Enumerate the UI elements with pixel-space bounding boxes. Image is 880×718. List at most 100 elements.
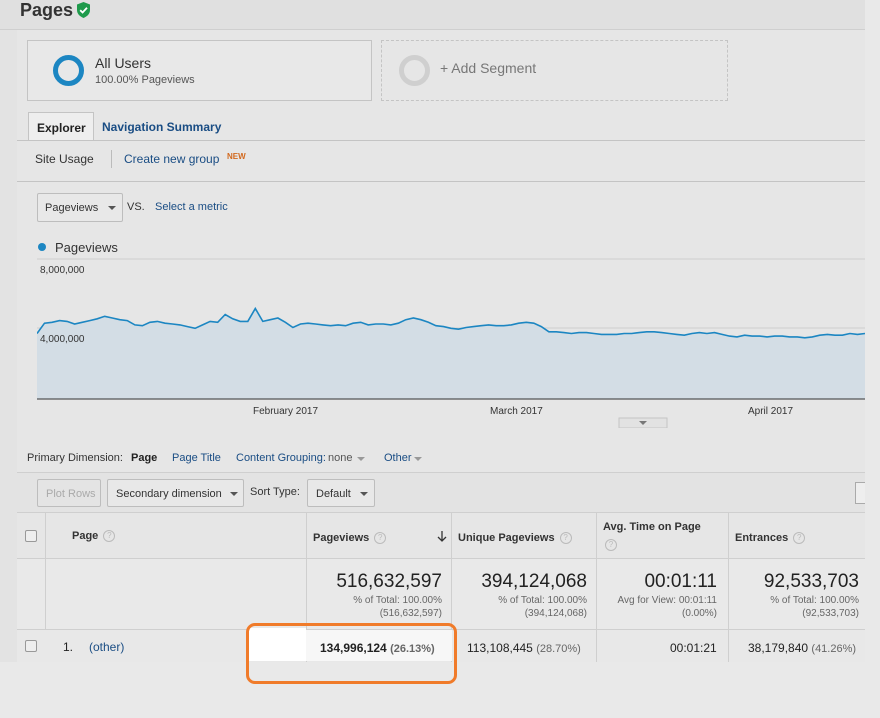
summary-pageviews-pct: % of Total: 100.00%	[353, 595, 442, 606]
help-icon: ?	[605, 539, 617, 551]
column-header-entrances[interactable]: Entrances?	[735, 532, 806, 545]
site-usage-tab[interactable]: Site Usage	[35, 152, 94, 166]
add-segment-label: + Add Segment	[440, 60, 537, 76]
collapse-arrow-icon	[639, 421, 647, 425]
column-header-unique-pageviews[interactable]: Unique Pageviews?	[458, 532, 572, 545]
vs-label: VS.	[127, 201, 145, 213]
add-segment-button[interactable]: + Add Segment	[381, 40, 728, 101]
dimension-other[interactable]: Other	[384, 452, 412, 464]
row-entrances-pct: (41.26%)	[811, 643, 857, 655]
header-label: Page	[72, 530, 99, 542]
page-title: Pages	[20, 0, 74, 20]
chevron-down-icon	[357, 457, 365, 461]
highlight-blank-cell	[248, 628, 306, 661]
row-entrances-value: 38,179,840	[748, 641, 809, 655]
row-entrances: 38,179,840 (41.26%)	[748, 641, 856, 655]
segment-name: All Users	[95, 55, 152, 71]
table-header-row: Page? Pageviews? Unique Pageviews? Avg. …	[17, 512, 865, 559]
summary-unique: 394,124,068	[481, 571, 587, 592]
row-pageviews: 134,996,124 (26.13%)	[320, 641, 435, 655]
column-divider	[596, 512, 597, 662]
tab-explorer[interactable]: Explorer	[28, 112, 94, 141]
summary-avg-time-view: Avg for View: 00:01:11	[617, 595, 717, 606]
segment-ring-icon	[53, 55, 84, 86]
row-pageviews-pct: (26.13%)	[390, 643, 435, 655]
segment-subtitle: 100.00% Pageviews	[95, 74, 195, 86]
content-grouping-value[interactable]: none	[328, 452, 353, 464]
row-avg-time: 00:01:21	[670, 641, 717, 655]
header-label: Unique Pageviews	[458, 532, 555, 544]
column-header-page[interactable]: Page?	[72, 530, 116, 543]
column-divider	[45, 512, 46, 630]
summary-avg-time: 00:01:11	[644, 571, 717, 592]
summary-pageviews-total: (516,632,597)	[379, 608, 442, 619]
pageviews-chart: 8,000,000 4,000,000 February 2017 March …	[37, 258, 865, 428]
new-badge: NEW	[227, 152, 246, 161]
x-tick-label: March 2017	[490, 406, 543, 417]
row-index: 1.	[63, 640, 74, 654]
subnav-separator	[111, 150, 112, 168]
create-group-link[interactable]: Create new group	[124, 152, 220, 166]
summary-entrances: 92,533,703	[763, 571, 859, 592]
chevron-down-icon	[108, 206, 116, 210]
header-label: Entrances	[735, 532, 789, 544]
x-tick-label: February 2017	[253, 406, 318, 417]
dimension-page-title[interactable]: Page Title	[172, 452, 221, 464]
view-toggle[interactable]	[855, 482, 865, 504]
legend-dot-icon	[38, 243, 46, 251]
sort-type-label: Sort Type:	[250, 486, 300, 498]
row-pageviews-value: 134,996,124	[320, 641, 387, 655]
tab-divider	[17, 140, 865, 141]
row-unique-pct: (28.70%)	[536, 643, 581, 655]
pageviews-cell	[306, 630, 452, 661]
row-unique-value: 113,108,445	[467, 641, 533, 655]
help-icon: ?	[559, 532, 572, 545]
summary-avg-time-pct: (0.00%)	[681, 608, 717, 619]
row-checkbox[interactable]	[25, 640, 37, 652]
dimension-content-grouping[interactable]: Content Grouping:	[236, 452, 326, 464]
pageviews-line	[37, 306, 865, 339]
x-tick-label: April 2017	[748, 406, 793, 417]
table-toolbar: Plot Rows Secondary dimension Sort Type:…	[17, 472, 865, 512]
divider	[17, 181, 865, 182]
sort-type-value: Default	[316, 488, 351, 500]
column-header-avg-time[interactable]: Avg. Time on Page	[603, 521, 701, 533]
segment-all-users[interactable]: All Users 100.00% Pageviews	[27, 40, 372, 101]
sort-type-dropdown[interactable]: Default	[307, 479, 375, 507]
scroll-gutter	[865, 0, 880, 718]
data-table: Page? Pageviews? Unique Pageviews? Avg. …	[17, 512, 865, 662]
chevron-down-icon	[230, 492, 238, 496]
column-divider	[306, 512, 307, 662]
chevron-down-icon	[360, 492, 368, 496]
dimension-page[interactable]: Page	[131, 452, 158, 464]
column-divider	[728, 512, 729, 662]
page-footer-area	[0, 662, 865, 718]
summary-pageviews: 516,632,597	[336, 571, 442, 592]
empty-segment-ring-icon	[399, 55, 430, 86]
primary-dimension-label: Primary Dimension:	[27, 452, 123, 464]
legend-label: Pageviews	[55, 240, 118, 255]
left-strip	[0, 30, 17, 662]
column-divider	[451, 512, 452, 662]
summary-row: 516,632,597 % of Total: 100.00% (516,632…	[17, 559, 865, 630]
sort-desc-arrow-icon[interactable]	[437, 530, 447, 543]
summary-unique-total: (394,124,068)	[524, 608, 587, 619]
metric-dropdown-value: Pageviews	[45, 202, 99, 214]
highlight-annotation-box	[246, 623, 457, 684]
secondary-dimension-dropdown[interactable]: Secondary dimension	[107, 479, 244, 507]
select-metric-link[interactable]: Select a metric	[155, 201, 228, 213]
help-icon: ?	[374, 532, 387, 545]
help-icon: ?	[103, 530, 116, 543]
header-label: Pageviews	[313, 532, 370, 544]
y-tick-label: 4,000,000	[40, 334, 85, 345]
plot-rows-button[interactable]: Plot Rows	[37, 479, 101, 507]
column-header-pageviews[interactable]: Pageviews?	[313, 532, 387, 545]
summary-entrances-total: (92,533,703)	[802, 608, 859, 619]
header-label: Avg. Time on Page	[603, 521, 701, 533]
select-all-checkbox[interactable]	[25, 530, 37, 542]
row-unique: 113,108,445 (28.70%)	[467, 641, 581, 655]
tab-navigation-summary[interactable]: Navigation Summary	[102, 120, 222, 134]
y-tick-label: 8,000,000	[40, 265, 85, 276]
metric-dropdown[interactable]: Pageviews	[37, 193, 123, 222]
row-page-link[interactable]: (other)	[89, 640, 125, 654]
